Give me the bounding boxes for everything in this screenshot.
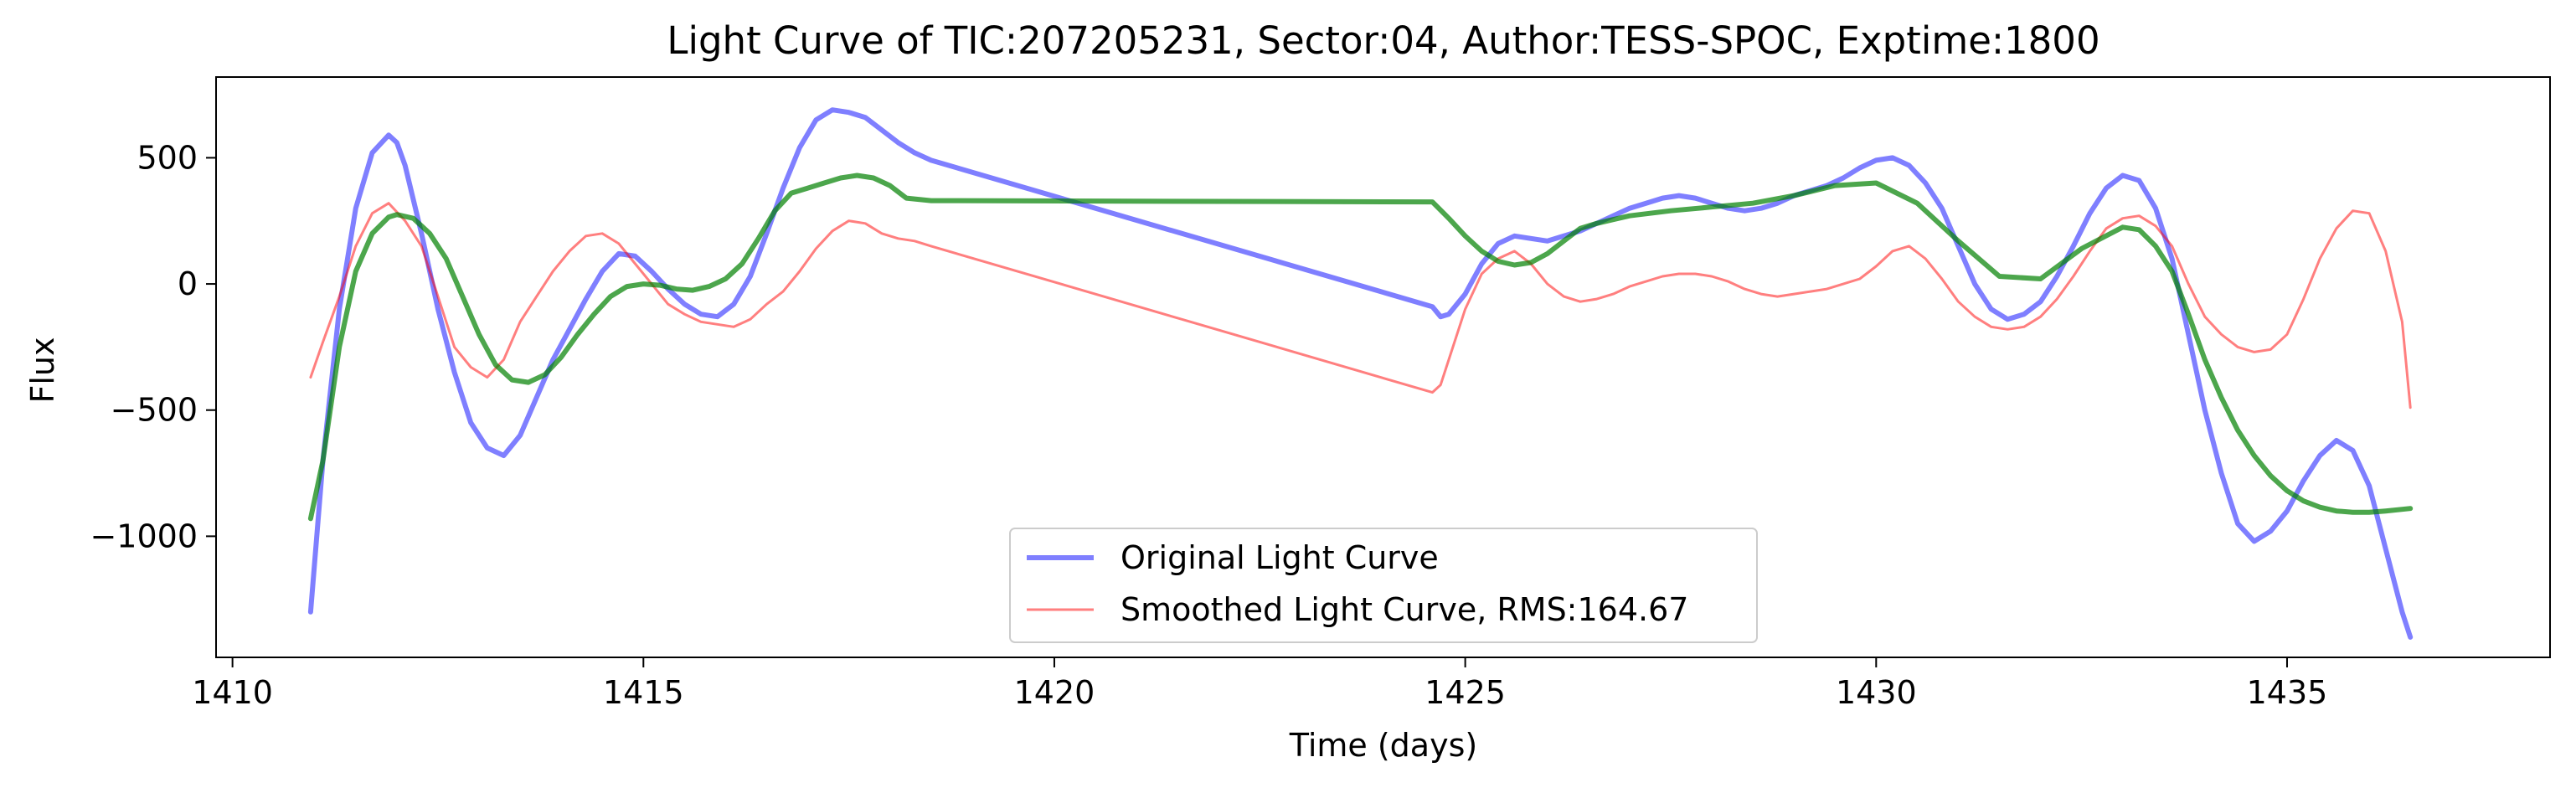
x-tick-label: 1415	[603, 674, 684, 711]
x-tick-label: 1425	[1425, 674, 1506, 711]
plot-frame	[215, 76, 2551, 658]
x-tick-label: 1410	[192, 674, 273, 711]
y-tick-label: 0	[178, 265, 198, 302]
x-tick-label: 1435	[2247, 674, 2328, 711]
chart-title: Light Curve of TIC:207205231, Sector:04,…	[667, 18, 2099, 63]
series-layer	[307, 107, 2414, 640]
y-tick-label: −1000	[90, 518, 198, 554]
x-axis-label: Time (days)	[1289, 727, 1477, 764]
y-axis-ticks: 500 0 −500 −1000	[90, 139, 216, 554]
legend: Original Light Curve Smoothed Light Curv…	[1009, 528, 1758, 643]
x-tick-label: 1420	[1014, 674, 1095, 711]
series-line-1	[309, 202, 2412, 409]
plot-area	[215, 76, 2551, 658]
legend-box	[1009, 528, 1758, 643]
x-axis-ticks: 1410 1415 1420 1425 1430 1435	[192, 657, 2327, 711]
series-line-2	[307, 173, 2414, 522]
y-axis-label: Flux	[24, 337, 61, 404]
y-tick-label: −500	[111, 392, 198, 429]
legend-label-smoothed: Smoothed Light Curve, RMS:164.67	[1121, 591, 1688, 628]
y-tick-label: 500	[137, 139, 198, 176]
x-tick-label: 1430	[1836, 674, 1917, 711]
legend-label-original: Original Light Curve	[1121, 539, 1439, 576]
